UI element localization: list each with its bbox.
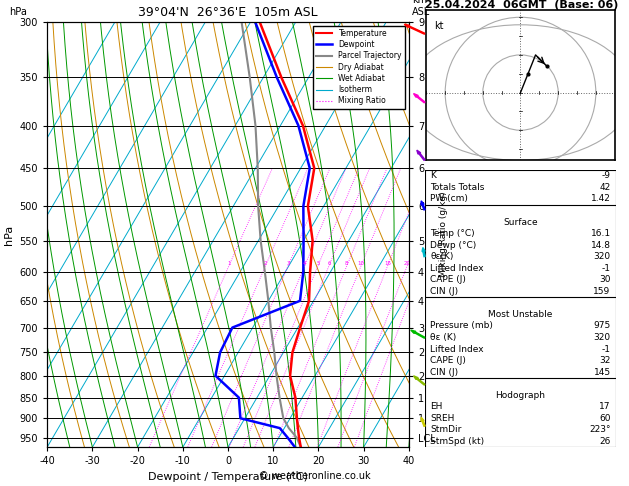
Text: 1: 1 xyxy=(227,261,231,266)
Text: Surface: Surface xyxy=(503,218,538,226)
Text: 42: 42 xyxy=(599,183,611,192)
Text: CAPE (J): CAPE (J) xyxy=(430,356,466,365)
Text: Mixing Ratio (g/kg): Mixing Ratio (g/kg) xyxy=(439,191,448,278)
Text: 26: 26 xyxy=(599,437,611,446)
Text: 10: 10 xyxy=(357,261,365,266)
Text: SREH: SREH xyxy=(430,414,455,423)
Text: Temp (°C): Temp (°C) xyxy=(430,229,475,238)
Text: 145: 145 xyxy=(594,367,611,377)
Text: -9: -9 xyxy=(602,172,611,180)
Title: 39°04'N  26°36'E  105m ASL: 39°04'N 26°36'E 105m ASL xyxy=(138,6,318,19)
Text: km
ASL: km ASL xyxy=(412,0,430,17)
Text: Hodograph: Hodograph xyxy=(496,391,545,399)
Text: 320: 320 xyxy=(594,333,611,342)
Text: EH: EH xyxy=(430,402,443,411)
Text: kt: kt xyxy=(434,21,443,31)
Text: 5: 5 xyxy=(316,261,320,266)
Text: 2: 2 xyxy=(264,261,267,266)
Text: Most Unstable: Most Unstable xyxy=(488,310,553,319)
Text: θε(K): θε(K) xyxy=(430,252,454,261)
Text: Lifted Index: Lifted Index xyxy=(430,345,484,353)
Text: K: K xyxy=(430,172,436,180)
Text: Totals Totals: Totals Totals xyxy=(430,183,485,192)
Text: hPa: hPa xyxy=(9,7,27,17)
Text: 1.42: 1.42 xyxy=(591,194,611,204)
Text: 4: 4 xyxy=(303,261,306,266)
Text: © weatheronline.co.uk: © weatheronline.co.uk xyxy=(259,471,370,481)
Text: Dewp (°C): Dewp (°C) xyxy=(430,241,477,250)
Text: 320: 320 xyxy=(594,252,611,261)
Text: 20: 20 xyxy=(404,261,411,266)
Text: 159: 159 xyxy=(593,287,611,296)
Text: 15: 15 xyxy=(384,261,391,266)
Text: 25.04.2024  06GMT  (Base: 06): 25.04.2024 06GMT (Base: 06) xyxy=(425,0,618,10)
Text: 8: 8 xyxy=(345,261,348,266)
Text: StmSpd (kt): StmSpd (kt) xyxy=(430,437,484,446)
Text: 14.8: 14.8 xyxy=(591,241,611,250)
Text: Pressure (mb): Pressure (mb) xyxy=(430,321,493,330)
Legend: Temperature, Dewpoint, Parcel Trajectory, Dry Adiabat, Wet Adiabat, Isotherm, Mi: Temperature, Dewpoint, Parcel Trajectory… xyxy=(313,26,405,108)
Text: 30: 30 xyxy=(599,275,611,284)
Text: 16.1: 16.1 xyxy=(591,229,611,238)
Text: PW (cm): PW (cm) xyxy=(430,194,468,204)
Text: 17: 17 xyxy=(599,402,611,411)
Text: Lifted Index: Lifted Index xyxy=(430,264,484,273)
Text: -1: -1 xyxy=(602,345,611,353)
Text: -1: -1 xyxy=(602,264,611,273)
Text: StmDir: StmDir xyxy=(430,425,462,434)
Text: θε (K): θε (K) xyxy=(430,333,457,342)
Text: 223°: 223° xyxy=(589,425,611,434)
Text: 975: 975 xyxy=(593,321,611,330)
Text: CIN (J): CIN (J) xyxy=(430,367,459,377)
Text: 6: 6 xyxy=(327,261,331,266)
Text: 3: 3 xyxy=(286,261,290,266)
Text: CIN (J): CIN (J) xyxy=(430,287,459,296)
Text: CAPE (J): CAPE (J) xyxy=(430,275,466,284)
Text: 32: 32 xyxy=(599,356,611,365)
X-axis label: Dewpoint / Temperature (°C): Dewpoint / Temperature (°C) xyxy=(148,472,308,482)
Text: 60: 60 xyxy=(599,414,611,423)
Y-axis label: hPa: hPa xyxy=(4,225,14,244)
